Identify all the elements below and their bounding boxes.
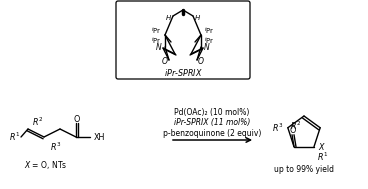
Text: H: H — [195, 15, 200, 21]
Text: $R^1$: $R^1$ — [9, 131, 20, 143]
FancyBboxPatch shape — [116, 1, 250, 79]
Text: H: H — [166, 15, 171, 21]
Text: $i$Pr-SPRIX: $i$Pr-SPRIX — [164, 67, 202, 78]
Text: $^i$Pr: $^i$Pr — [151, 35, 162, 47]
Text: $X$ = O, NTs: $X$ = O, NTs — [24, 159, 68, 171]
Text: XH: XH — [94, 132, 105, 142]
Text: O: O — [290, 126, 296, 135]
Text: $^i$Pr: $^i$Pr — [151, 25, 162, 37]
Text: $R^1$: $R^1$ — [317, 151, 328, 163]
Text: $R^2$: $R^2$ — [32, 116, 44, 128]
Text: iPr-SPRIX (11 mol%): iPr-SPRIX (11 mol%) — [174, 119, 250, 128]
Text: $R^3$: $R^3$ — [50, 141, 62, 153]
Text: N: N — [156, 43, 162, 53]
Text: $R^3$: $R^3$ — [272, 122, 284, 134]
Text: N: N — [204, 43, 210, 53]
Text: p-benzoquinone (2 equiv): p-benzoquinone (2 equiv) — [163, 129, 261, 138]
Text: $R^2$: $R^2$ — [290, 120, 301, 132]
Text: O: O — [162, 57, 168, 66]
Text: Pd(OAc)₂ (10 mol%): Pd(OAc)₂ (10 mol%) — [174, 108, 250, 116]
Text: O: O — [198, 57, 204, 66]
Text: O: O — [74, 115, 80, 125]
Text: $^i$Pr: $^i$Pr — [204, 35, 215, 47]
Text: $^i$Pr: $^i$Pr — [204, 25, 215, 37]
Text: up to 99% yield: up to 99% yield — [274, 166, 334, 174]
Text: $X$: $X$ — [318, 141, 326, 152]
